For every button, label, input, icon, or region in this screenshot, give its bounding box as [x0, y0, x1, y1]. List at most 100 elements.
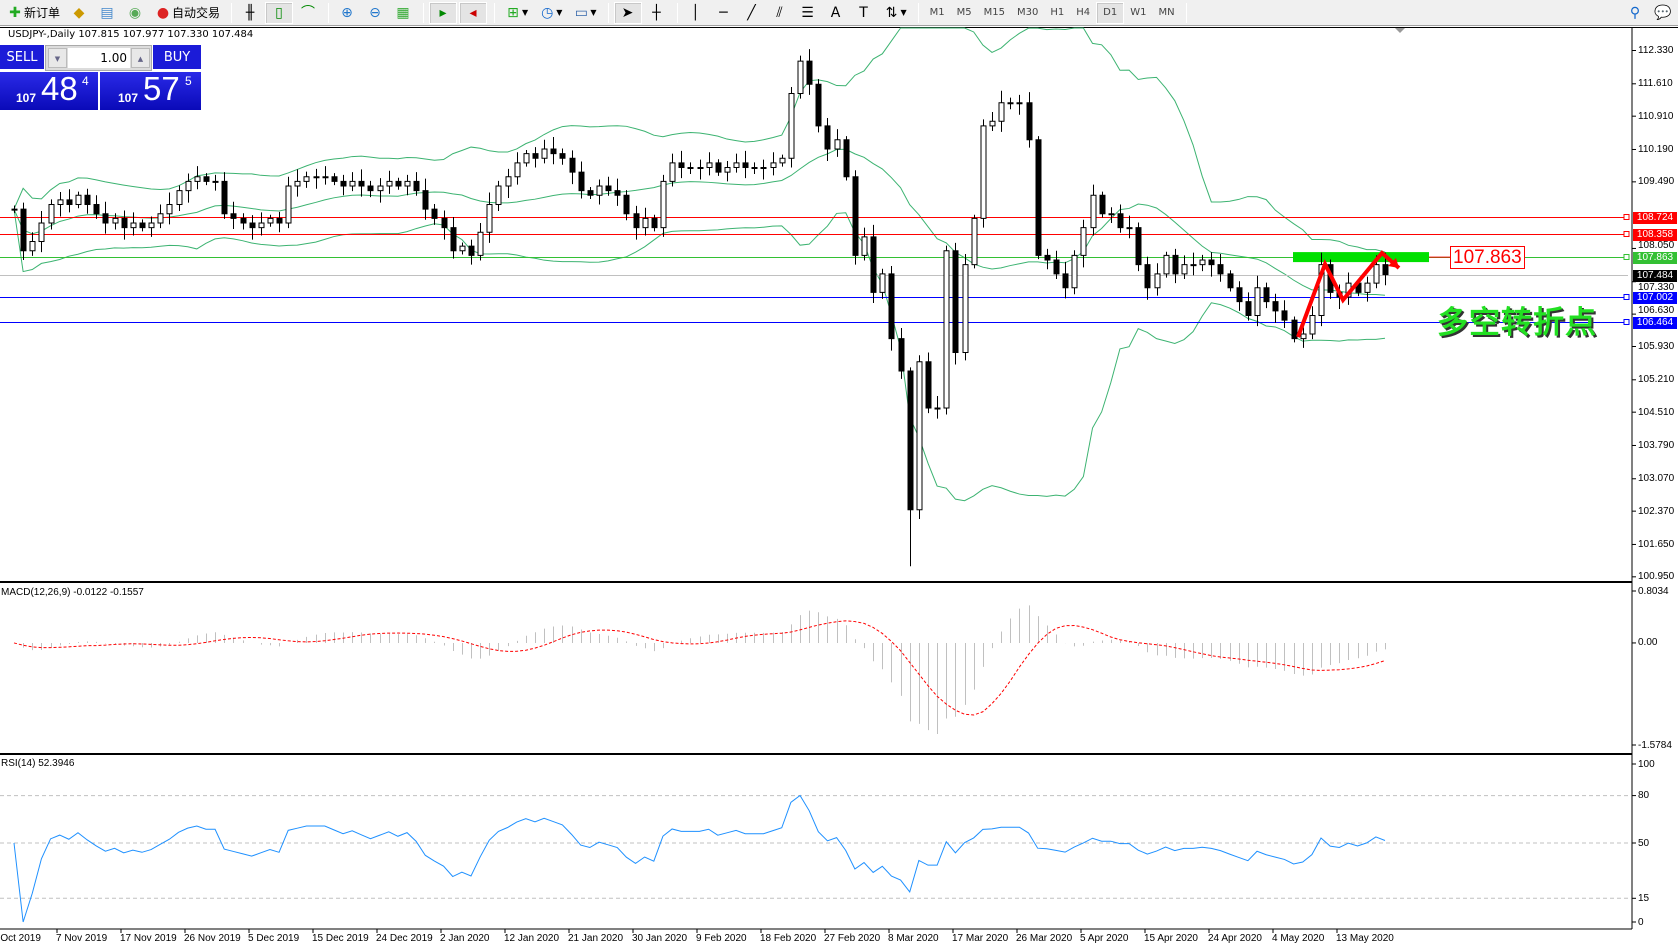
candle-body	[1364, 282, 1371, 293]
turning-point-text[interactable]: 多空转折点	[1437, 305, 1597, 341]
crosshair-button[interactable]: ┼	[644, 2, 670, 24]
candle-body	[1044, 254, 1051, 261]
candle-body	[358, 180, 365, 187]
line-chart-icon: ⌒	[301, 4, 316, 21]
date-axis-label: 17 Nov 2019	[120, 933, 177, 944]
date-axis-label: 5 Apr 2020	[1080, 933, 1129, 944]
candle-body	[852, 176, 859, 256]
candle-body	[1309, 315, 1316, 335]
candle-body	[1318, 264, 1325, 317]
candle-body	[1254, 287, 1261, 317]
candle	[505, 168, 512, 199]
candle	[322, 166, 329, 185]
candle	[943, 245, 950, 415]
terminal-button[interactable]: ▤	[94, 2, 120, 24]
price-axis-label: 110.190	[1638, 143, 1674, 155]
candle	[148, 216, 155, 237]
candle	[614, 178, 621, 206]
channel-button[interactable]: ⫽	[767, 2, 793, 24]
lot-input[interactable]: 1.00	[68, 48, 130, 68]
chat-button[interactable]: 💬	[1650, 2, 1676, 24]
candle	[185, 173, 192, 203]
price-axis-label: 100.950	[1638, 571, 1675, 583]
candle-body	[93, 204, 100, 215]
lot-decrease-button[interactable]: ▼	[48, 48, 67, 68]
candle-body	[395, 180, 402, 187]
zoom-in-button[interactable]: ⊕	[334, 2, 360, 24]
toolbar: ✚ 新订单 ◆ ▤ ◉ ● 自动交易 ╫ ▯ ⌒ ⊕ ⊖ ▦ ▸ ◂ ⊞ ▼ ◷ ▼ ▭…	[0, 0, 1678, 26]
bar-chart-button[interactable]: ╫	[237, 2, 263, 24]
text-label-button[interactable]: T	[851, 2, 877, 24]
macd-axis-label: -1.5784	[1638, 739, 1672, 751]
timeframe-d1[interactable]: D1	[1096, 1, 1125, 24]
candle	[669, 153, 676, 187]
timeframe-m15[interactable]: M15	[983, 7, 1006, 18]
sell-price[interactable]: 107 48 4	[0, 72, 98, 110]
candle-body	[441, 217, 448, 229]
timeframe-w1[interactable]: W1	[1130, 7, 1147, 18]
rsi-axis-label: 80	[1638, 790, 1650, 802]
auto-scroll-button[interactable]: ▸	[429, 1, 458, 24]
fibonacci-button[interactable]: ☰	[795, 2, 821, 24]
chart-shift-button[interactable]: ◂	[459, 1, 488, 24]
candle	[742, 150, 749, 179]
price-annotation[interactable]: 107.863	[1450, 246, 1525, 269]
candle-body	[112, 217, 119, 224]
candlestick-button[interactable]: ▯	[265, 1, 294, 24]
date-axis-label: 7 Nov 2019	[56, 933, 108, 944]
search-button[interactable]: ⚲	[1622, 2, 1648, 24]
tile-windows-button[interactable]: ▦	[390, 2, 416, 24]
date-axis-label: 24 Dec 2019	[376, 933, 433, 944]
candle	[569, 150, 576, 185]
buy-button[interactable]: BUY	[153, 45, 201, 69]
level-price-label: 108.724	[1633, 211, 1677, 224]
templates-button[interactable]: ▭ ▼	[568, 2, 600, 24]
indicators-button[interactable]: ⊞ ▼	[500, 2, 532, 24]
candle	[1245, 292, 1252, 321]
lot-increase-button[interactable]: ▲	[131, 48, 150, 68]
candle-body	[1108, 213, 1115, 216]
candle-body	[203, 176, 210, 182]
cursor-button[interactable]: ➤	[613, 1, 642, 24]
timeframe-h4[interactable]: H4	[1076, 7, 1091, 18]
periods-button[interactable]: ◷ ▼	[534, 2, 566, 24]
dropdown-icon: ▼	[522, 8, 529, 17]
arrows-button[interactable]: ⇅ ▼	[879, 2, 911, 24]
new-order-button[interactable]: ✚ 新订单	[2, 2, 64, 24]
timeframe-m30[interactable]: M30	[1017, 7, 1039, 18]
divider	[607, 2, 609, 23]
auto-trading-button[interactable]: ● 自动交易	[150, 2, 224, 24]
vertical-line-button[interactable]: │	[683, 2, 709, 24]
level-handle	[1623, 214, 1630, 220]
candle	[1309, 306, 1316, 340]
trendline-button[interactable]: ╱	[739, 2, 765, 24]
level-handle	[1623, 319, 1630, 325]
candle-body	[943, 250, 950, 409]
timeframe-m1[interactable]: M1	[929, 7, 945, 18]
timeframe-mn[interactable]: MN	[1158, 7, 1175, 18]
timeframe-m5[interactable]: M5	[956, 7, 972, 18]
dropdown-icon: ▼	[900, 8, 907, 17]
strategy-tester-button[interactable]: ◆	[66, 2, 92, 24]
candle	[203, 173, 210, 186]
candle-body	[495, 185, 502, 206]
signals-button[interactable]: ◉	[122, 2, 148, 24]
text-button[interactable]: A	[823, 2, 849, 24]
buy-price[interactable]: 107 57 5	[100, 72, 201, 110]
candle-body	[623, 194, 630, 215]
candle-body	[48, 204, 55, 224]
candle	[1291, 316, 1298, 343]
line-chart-button[interactable]: ⌒	[295, 2, 321, 24]
sell-button[interactable]: SELL	[0, 45, 44, 69]
candle	[1135, 222, 1142, 272]
candle	[980, 119, 987, 228]
candle-body	[1135, 227, 1142, 266]
candle-body	[1163, 254, 1170, 275]
timeframe-h1[interactable]: H1	[1050, 7, 1065, 18]
candle-body	[888, 273, 895, 340]
candle	[715, 159, 722, 176]
zoom-out-button[interactable]: ⊖	[362, 2, 388, 24]
channel-icon: ⫽	[776, 4, 783, 21]
horizontal-line-button[interactable]: ─	[711, 2, 737, 24]
